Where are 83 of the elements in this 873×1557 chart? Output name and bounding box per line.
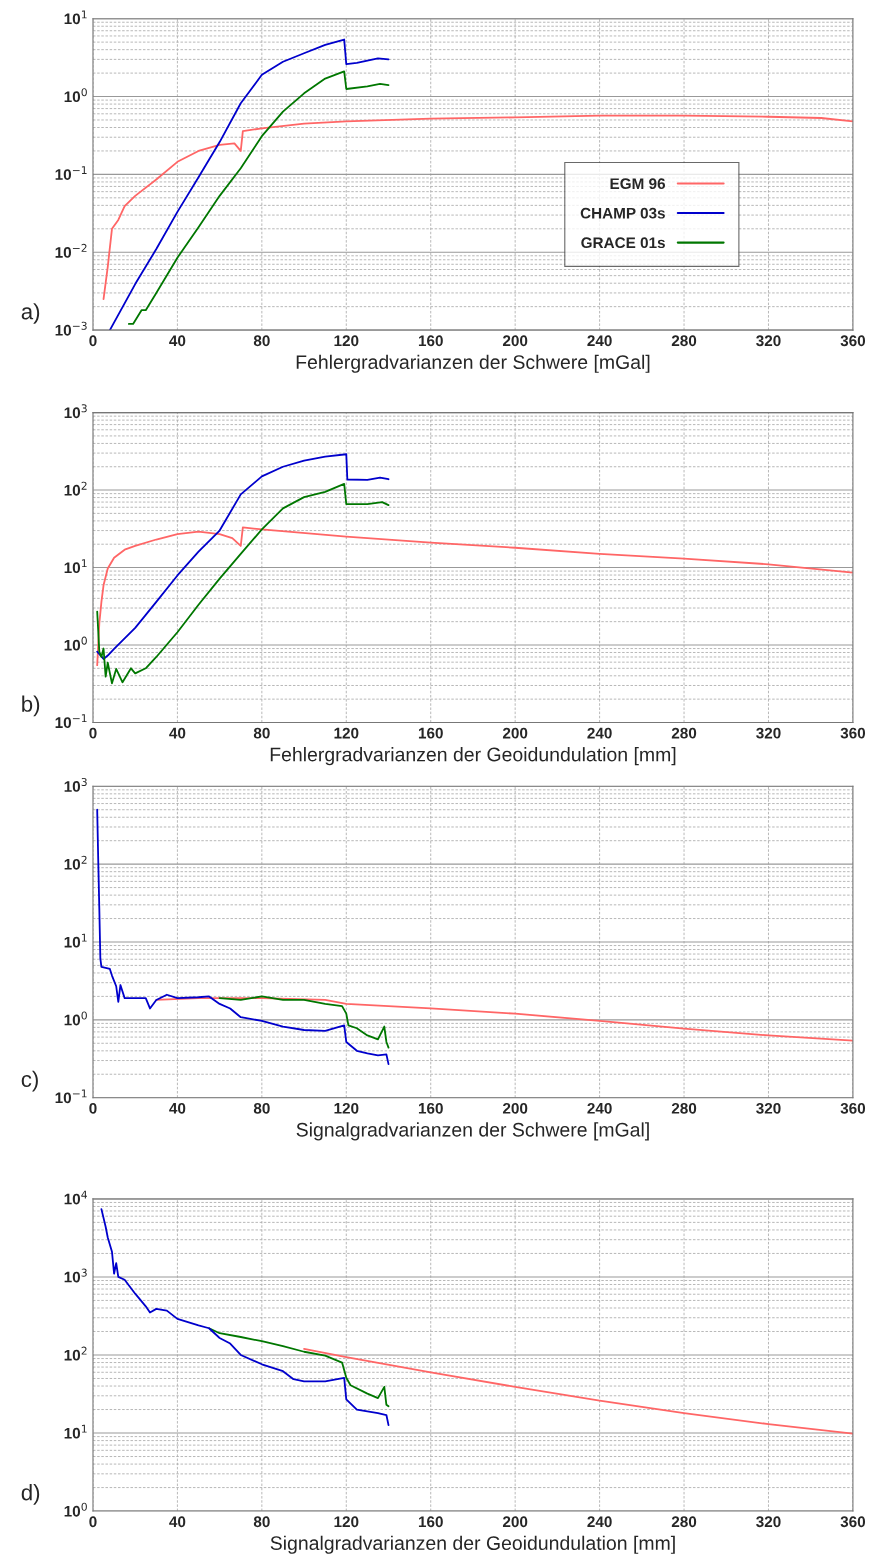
x-tick-label: 40	[169, 727, 186, 739]
x-tick-label: 160	[418, 1516, 443, 1528]
x-tick-label: 320	[756, 1102, 781, 1114]
y-tick-label: 10$^{1}$	[64, 933, 87, 948]
x-tick-label: 320	[756, 1516, 781, 1528]
x-tick-label: 200	[502, 1102, 528, 1114]
line-series	[96, 526, 853, 667]
y-tick-label: 10$^{2}$	[64, 855, 87, 870]
y-tick-label: 10$^{3}$	[64, 1268, 87, 1283]
x-tick-label: 280	[671, 335, 697, 347]
x-tick-label: 80	[253, 727, 270, 739]
x-tick-label: 280	[671, 727, 697, 739]
y-tick-label: 10$^{4}$	[64, 1190, 88, 1205]
x-tick-label: 360	[840, 1516, 866, 1528]
x-tick-label: 360	[840, 335, 866, 347]
y-tick-label: 10$^{0}$	[64, 1502, 87, 1517]
x-tick-label: 200	[502, 335, 528, 347]
y-tick-label: 10$^{0}$	[64, 88, 87, 103]
x-tick-label: 200	[502, 1516, 528, 1528]
y-tick-label: 10$^{−1}$	[55, 166, 87, 180]
legend-label: CHAMP 03s	[580, 207, 665, 219]
x-tick-label: 120	[334, 1516, 359, 1528]
x-axis-title: Fehlergradvarianzen der Geoidundulation [mm]	[270, 747, 676, 766]
x-tick-label: 240	[587, 1516, 612, 1528]
x-tick-label: 160	[418, 727, 443, 739]
x-tick-label: 240	[587, 1102, 612, 1114]
x-tick-label: 360	[840, 1102, 866, 1114]
x-tick-label: 120	[334, 727, 359, 739]
x-tick-label: 280	[671, 1516, 697, 1528]
y-tick-label: 10$^{1}$	[64, 559, 87, 574]
x-tick-label: 40	[169, 1102, 186, 1114]
y-tick-label: 10$^{1}$	[64, 1424, 87, 1439]
x-tick-label: 240	[587, 335, 612, 347]
line-series	[155, 997, 853, 1042]
x-tick-label: 40	[169, 335, 186, 347]
x-tick-label: 80	[253, 335, 270, 347]
line-series	[102, 114, 853, 301]
text: c)	[21, 1070, 38, 1092]
line-series	[218, 995, 390, 1049]
line-series	[208, 1327, 390, 1408]
y-tick-label: 10$^{0}$	[64, 636, 87, 651]
y-tick-label: 10$^{0}$	[64, 1011, 87, 1026]
x-tick-label: 160	[418, 1102, 443, 1114]
line-series	[96, 483, 390, 685]
legend-label: GRACE 01s	[581, 237, 665, 249]
y-tick-label: 10$^{−3}$	[55, 321, 87, 336]
y-tick-label: 10$^{2}$	[64, 1346, 87, 1361]
line-series	[96, 453, 390, 660]
text: b)	[22, 695, 40, 717]
legend-label: EGM 96	[610, 178, 666, 190]
x-tick-label: 120	[334, 1102, 359, 1114]
text: d)	[21, 1484, 40, 1505]
y-tick-label: 10$^{2}$	[64, 481, 87, 496]
x-tick-label: 320	[756, 727, 781, 739]
line-series	[100, 1208, 390, 1427]
x-tick-label: 160	[418, 335, 443, 347]
x-axis-title: Signalgradvarianzen der Geoidundulation [mm]	[270, 1535, 675, 1554]
x-axis-title: Signalgradvarianzen der Schwere [mGal]	[296, 1122, 649, 1141]
y-tick-label: 10$^{3}$	[64, 404, 87, 419]
line-series	[303, 1347, 853, 1435]
x-tick-label: 40	[169, 1516, 186, 1528]
y-tick-label: 10$^{1}$	[64, 10, 87, 25]
text: a)	[21, 303, 40, 324]
x-tick-label: 320	[756, 335, 781, 347]
x-axis-title: Fehlergradvarianzen der Schwere [mGal]	[296, 354, 650, 373]
x-tick-label: 200	[502, 727, 528, 739]
x-tick-label: 0	[89, 727, 97, 739]
x-tick-label: 0	[89, 1516, 97, 1528]
x-tick-label: 0	[89, 1102, 97, 1114]
y-tick-label: 10$^{−2}$	[55, 243, 87, 258]
line-series	[96, 808, 390, 1066]
x-tick-label: 80	[253, 1102, 270, 1114]
x-tick-label: 0	[89, 335, 97, 347]
x-tick-label: 240	[587, 727, 612, 739]
y-tick-label: 10$^{−1}$	[55, 714, 87, 729]
x-tick-label: 80	[253, 1516, 270, 1528]
x-tick-label: 360	[840, 727, 866, 739]
y-tick-label: 10$^{3}$	[64, 777, 87, 792]
y-tick-label: 10$^{−1}$	[55, 1089, 87, 1104]
line-series	[127, 70, 390, 325]
x-tick-label: 120	[334, 335, 359, 347]
line-series	[108, 38, 390, 331]
x-tick-label: 280	[671, 1102, 697, 1114]
